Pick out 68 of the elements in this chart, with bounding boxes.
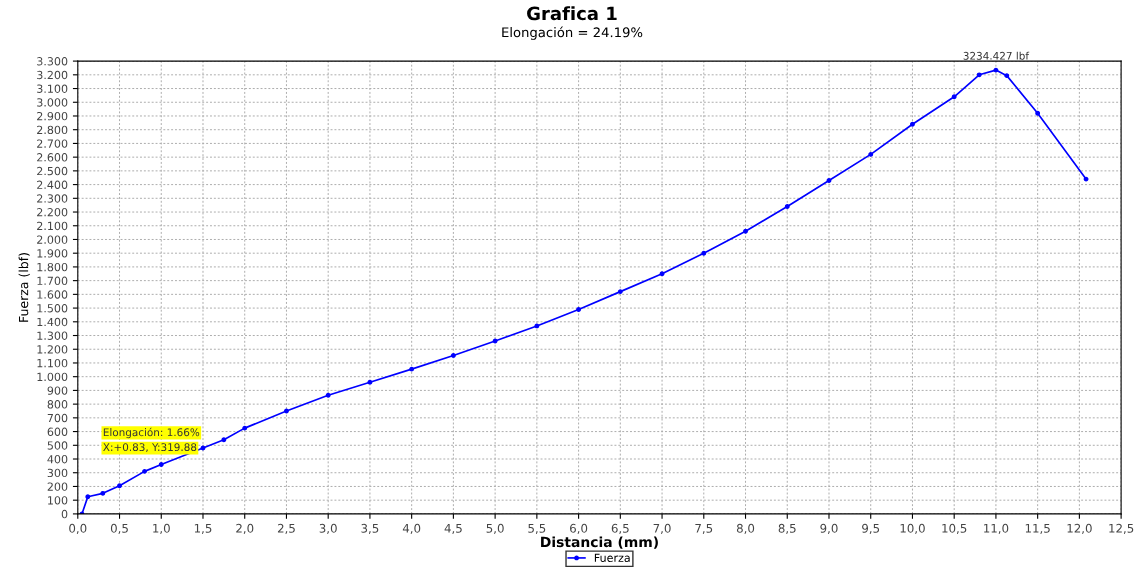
- y-tick-label: 1.700: [37, 276, 68, 286]
- y-tick-label: 3.200: [37, 70, 68, 80]
- legend-label: Fuerza: [594, 553, 630, 562]
- x-tick-label: 11,0: [984, 523, 1009, 534]
- x-tick-label: 7,5: [695, 523, 713, 534]
- y-tick-label: 1.100: [37, 358, 68, 368]
- y-tick-label: 400: [47, 454, 68, 464]
- chart-subtitle: Elongación = 24.19%: [502, 26, 643, 40]
- x-tick-label: 2,0: [236, 523, 254, 534]
- x-tick-label: 10,0: [900, 523, 925, 534]
- x-tick-label: 4,0: [402, 523, 421, 534]
- x-tick-label: 9,0: [820, 523, 838, 534]
- x-tick-label: 1,0: [153, 523, 170, 534]
- y-tick-label: 1.600: [37, 290, 68, 299]
- y-tick-label: 1.000: [37, 372, 68, 382]
- x-tick-label: 9,5: [862, 523, 880, 534]
- y-tick-label: 1.800: [37, 262, 68, 272]
- y-tick-label: 2.800: [37, 125, 68, 135]
- y-tick-label: 600: [47, 427, 68, 436]
- x-tick-label: 5,5: [528, 523, 546, 534]
- y-tick-label: 900: [47, 386, 68, 395]
- y-tick-label: 2.300: [37, 194, 68, 203]
- y-tick-label: 300: [47, 468, 68, 478]
- y-tick-label: 1.900: [37, 249, 68, 258]
- annotation: 3234.427 lbf: [963, 51, 1030, 60]
- x-tick-label: 10,5: [942, 523, 967, 534]
- x-tick-label: 1,5: [194, 523, 212, 534]
- y-tick-label: 3.000: [37, 98, 68, 107]
- x-tick-label: 7,0: [653, 523, 671, 534]
- y-tick-label: 2.700: [37, 139, 68, 148]
- y-tick-label: 1.200: [37, 345, 68, 354]
- y-tick-label: 2.500: [37, 166, 68, 176]
- y-tick-label: 500: [47, 441, 68, 450]
- y-tick-label: 2.000: [37, 235, 68, 244]
- y-tick-label: 100: [48, 496, 68, 505]
- x-tick-label: 12,0: [1067, 523, 1092, 534]
- y-tick-label: 200: [47, 482, 68, 491]
- x-tick-label: 12,5: [1109, 523, 1134, 534]
- x-tick-label: 2,5: [277, 523, 295, 534]
- y-tick-label: 1.400: [37, 317, 68, 327]
- y-tick-label: 2.100: [37, 221, 68, 231]
- x-tick-label: 6,0: [570, 523, 588, 534]
- y-tick-label: 3.300: [37, 57, 68, 66]
- y-tick-label: 1.500: [37, 304, 68, 313]
- y-tick-label: 0: [61, 509, 68, 519]
- y-tick-label: 1.300: [37, 331, 68, 340]
- annotation: X:+0.83, Y:319.88: [103, 443, 197, 453]
- chart-title: Grafica 1: [527, 6, 617, 21]
- y-tick-label: 2.200: [37, 208, 68, 217]
- x-tick-label: 8,0: [736, 523, 755, 534]
- y-tick-label: 2.400: [37, 180, 68, 189]
- x-tick-label: 4,5: [444, 523, 462, 534]
- x-tick-label: 3,0: [319, 523, 337, 534]
- x-tick-label: 3,5: [361, 523, 379, 534]
- y-tick-label: 3.100: [37, 84, 68, 93]
- x-tick-label: 5,0: [486, 523, 504, 534]
- x-tick-label: 8,5: [778, 523, 796, 534]
- y-axis-title: Fuerza (lbf): [18, 253, 30, 322]
- x-tick-label: 0,0: [69, 523, 87, 534]
- x-axis-title: Distancia (mm): [541, 536, 658, 549]
- x-tick-label: 11,5: [1025, 523, 1050, 534]
- annotation: Elongación: 1.66%: [103, 427, 200, 439]
- x-tick-label: 0,5: [110, 523, 128, 534]
- y-tick-label: 2.600: [37, 153, 68, 162]
- y-tick-label: 700: [47, 413, 68, 423]
- y-tick-label: 2.900: [37, 111, 68, 121]
- x-tick-label: 6,5: [611, 523, 629, 534]
- y-tick-label: 800: [47, 400, 68, 409]
